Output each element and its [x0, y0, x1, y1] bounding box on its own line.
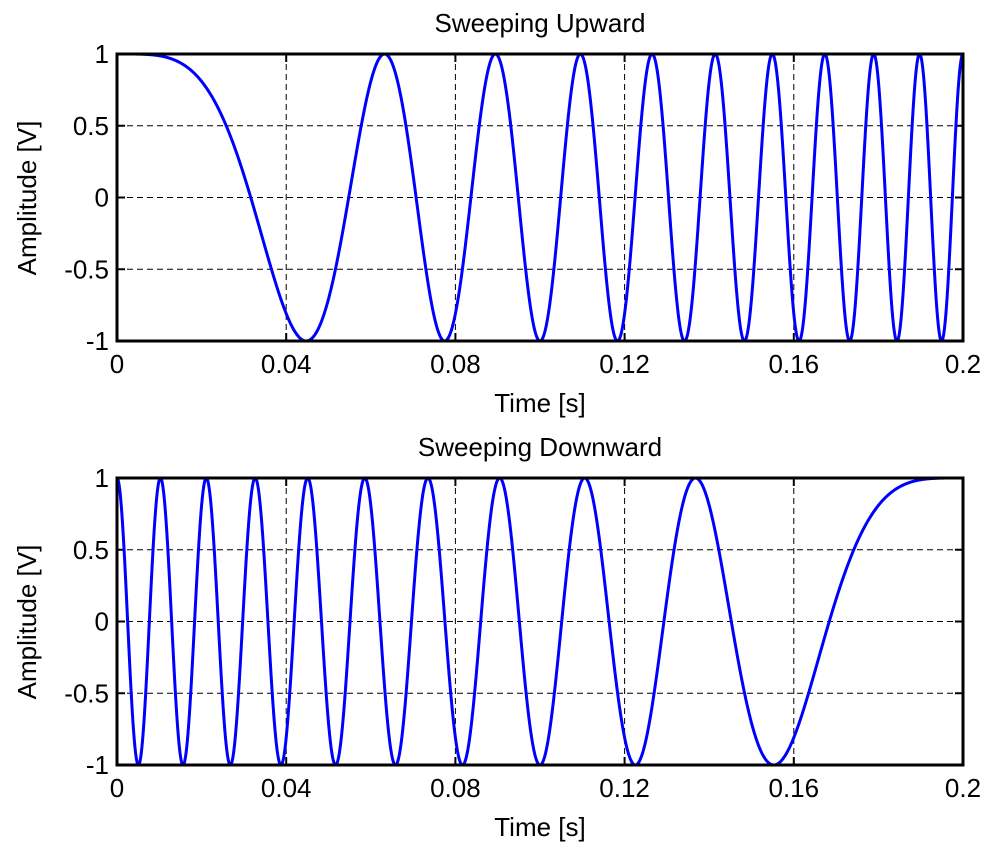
chart-title: Sweeping Downward — [418, 432, 662, 462]
y-tick-label: -0.5 — [64, 254, 109, 284]
chart-sweeping-upward: Sweeping Upward Amplitude [V] Time [s] 0… — [12, 8, 981, 418]
x-tick-label: 0.04 — [261, 773, 312, 803]
y-tick-label: 0 — [95, 607, 109, 637]
x-axis-label: Time [s] — [494, 388, 585, 418]
x-tick-label: 0.04 — [261, 349, 312, 379]
x-tick-label: 0.08 — [430, 773, 481, 803]
y-axis-label: Amplitude [V] — [12, 545, 42, 700]
x-tick-label: 0.12 — [599, 349, 650, 379]
x-tick-label: 0.12 — [599, 773, 650, 803]
x-tick-label: 0 — [110, 349, 124, 379]
chart-title: Sweeping Upward — [434, 8, 645, 38]
x-tick-label: 0.2 — [945, 773, 981, 803]
y-axis-label: Amplitude [V] — [12, 121, 42, 276]
y-tick-label: 1 — [95, 463, 109, 493]
y-tick-label: 0 — [95, 183, 109, 213]
x-tick-label: 0.08 — [430, 349, 481, 379]
x-tick-label: 0.16 — [768, 773, 819, 803]
x-tick-label: 0.16 — [768, 349, 819, 379]
x-axis-label: Time [s] — [494, 812, 585, 842]
grid — [117, 478, 963, 765]
ticks: 0 0.04 0.08 0.12 0.16 0.2 -1 -0.5 0 0.5 1 — [64, 463, 981, 803]
y-tick-label: -1 — [86, 326, 109, 356]
grid — [117, 54, 963, 341]
ticks: 0 0.04 0.08 0.12 0.16 0.2 -1 -0.5 0 0.5 1 — [64, 39, 981, 379]
x-tick-label: 0 — [110, 773, 124, 803]
y-tick-label: 0.5 — [73, 111, 109, 141]
x-tick-label: 0.2 — [945, 349, 981, 379]
y-tick-label: -1 — [86, 750, 109, 780]
plot-frame — [115, 476, 965, 767]
plot-frame — [115, 52, 965, 343]
y-tick-label: 1 — [95, 39, 109, 69]
chart-sweeping-downward: Sweeping Downward Amplitude [V] Time [s]… — [12, 432, 981, 842]
y-tick-label: 0.5 — [73, 535, 109, 565]
y-tick-label: -0.5 — [64, 678, 109, 708]
